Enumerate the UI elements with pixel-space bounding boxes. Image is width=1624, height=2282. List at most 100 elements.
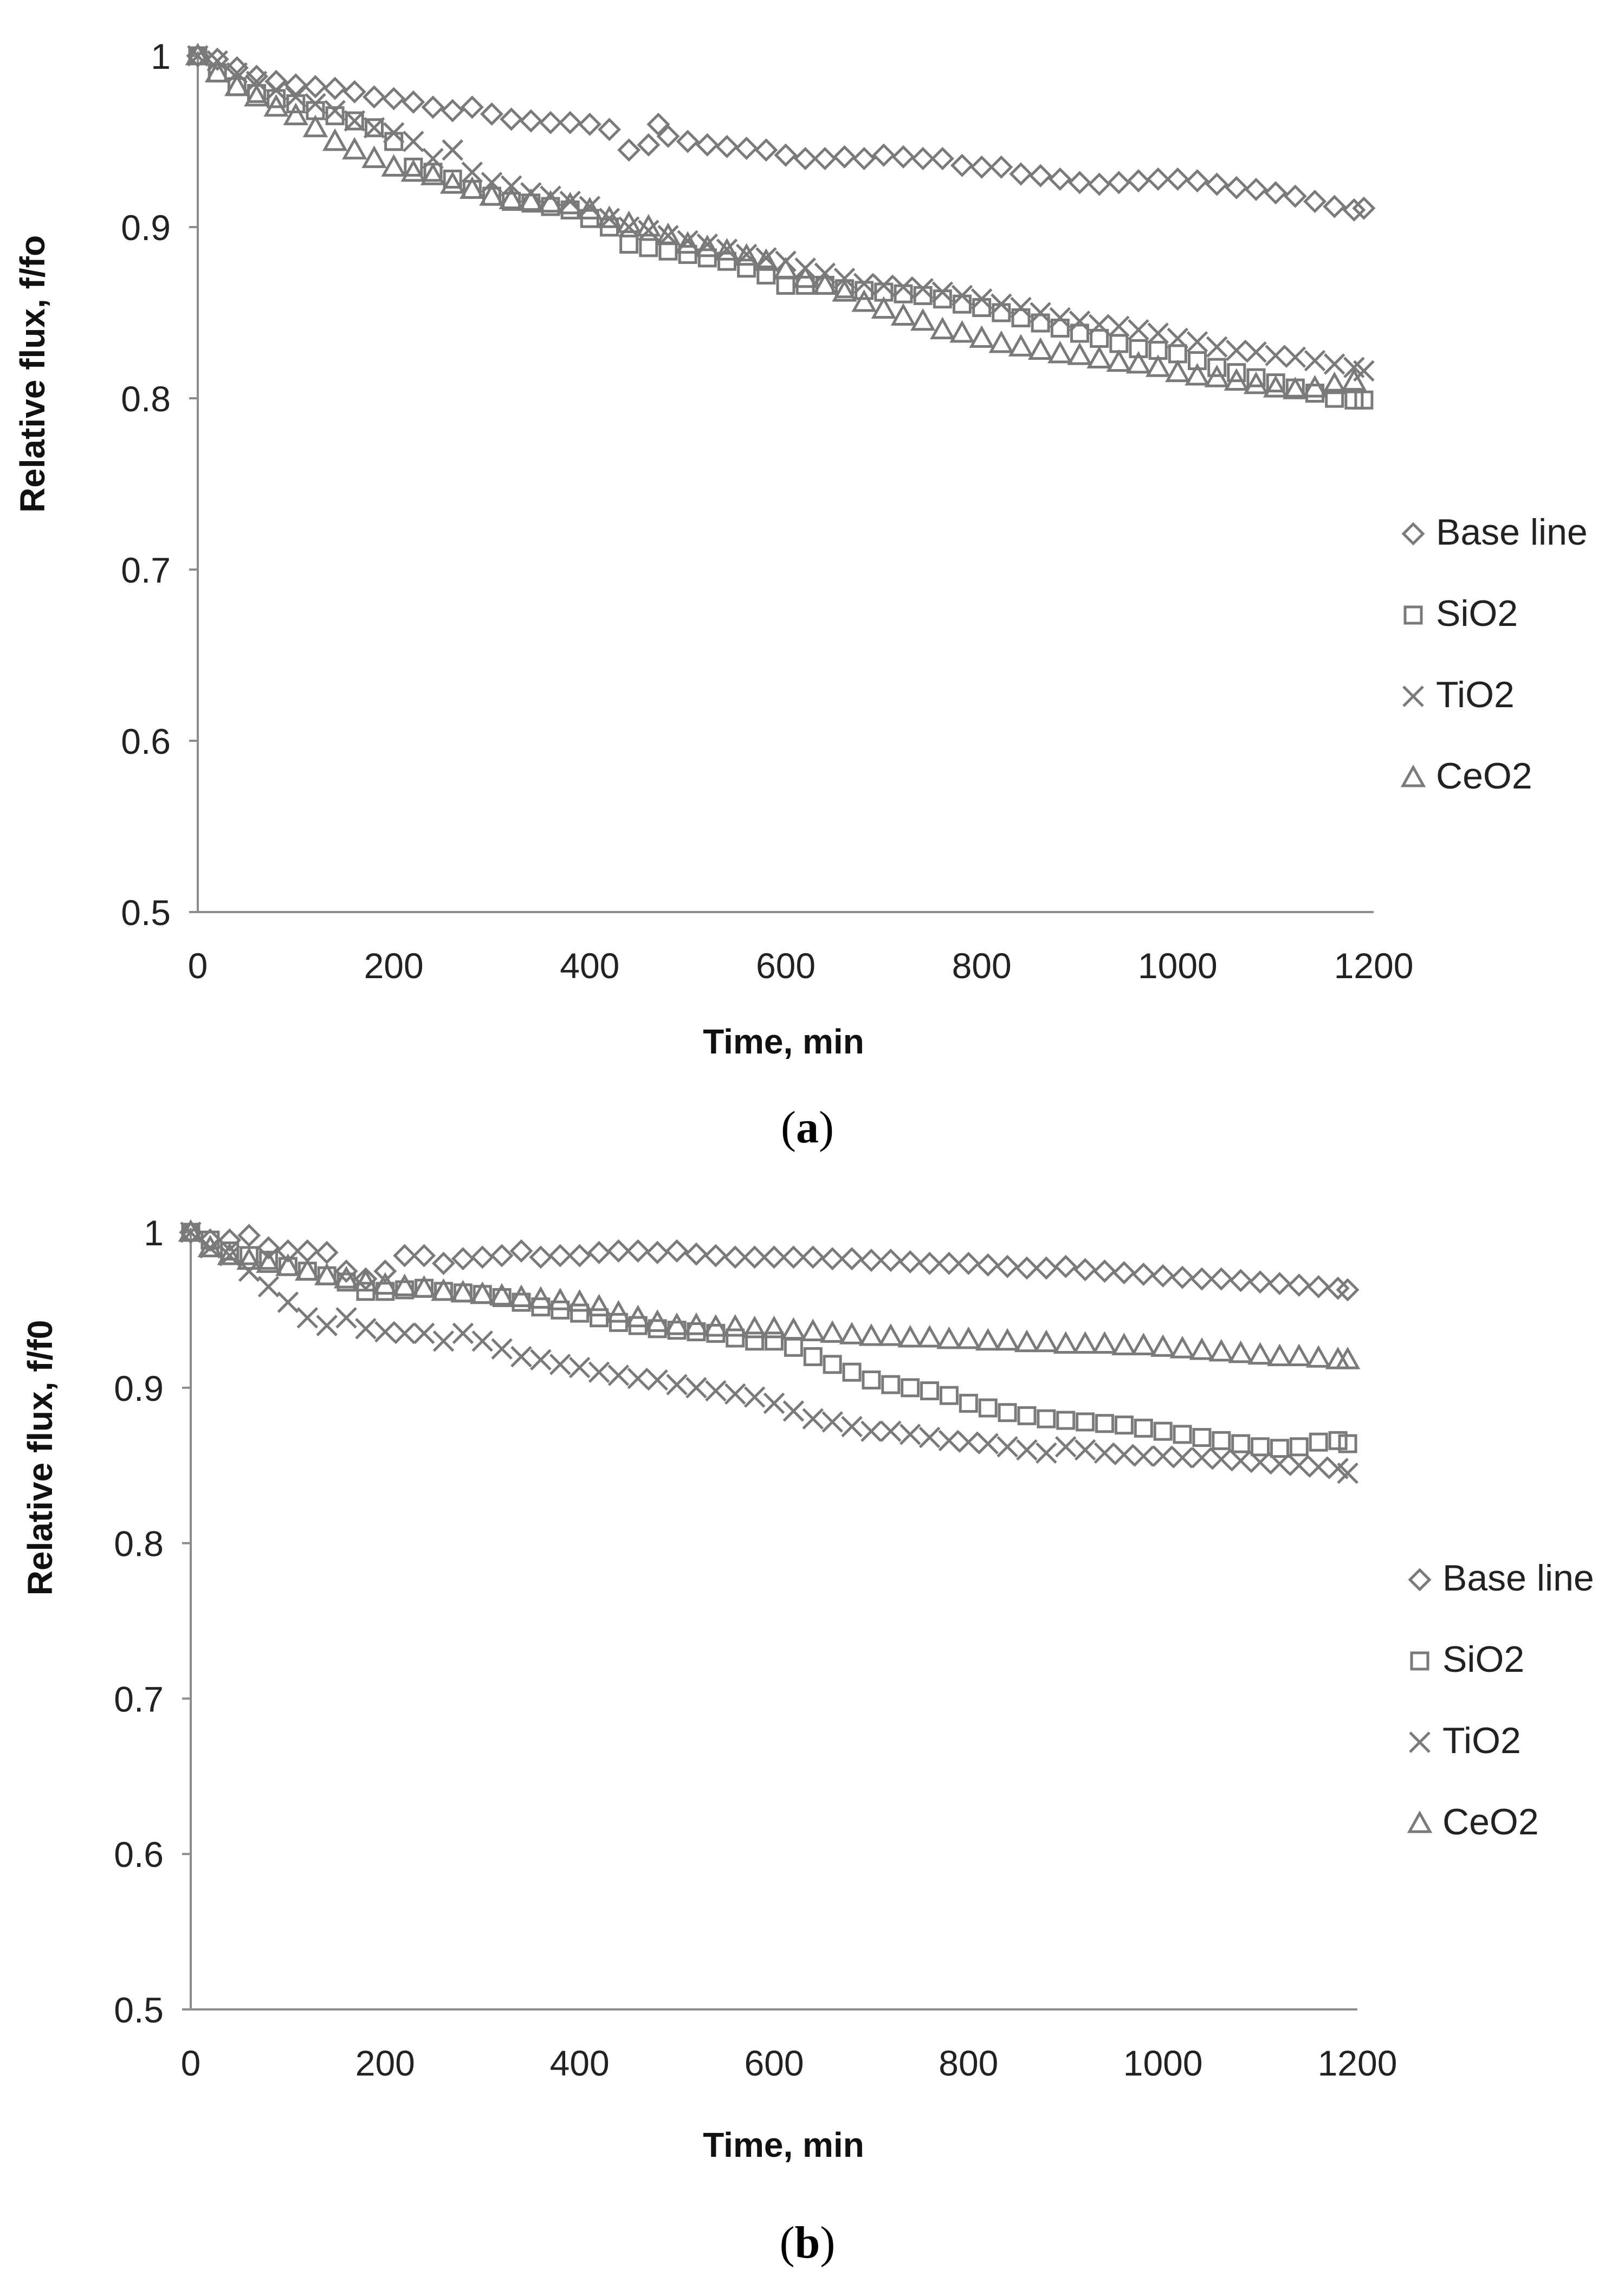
data-point: [590, 1362, 609, 1382]
x-tick-label: 400: [560, 946, 619, 986]
data-point: [1250, 1345, 1271, 1363]
data-point: [958, 1329, 979, 1348]
data-point: [259, 1277, 279, 1296]
data-point: [1289, 1456, 1309, 1475]
data-point: [512, 1347, 531, 1366]
data-point: [1097, 1415, 1113, 1432]
data-point: [835, 269, 855, 288]
data-point: [939, 1431, 959, 1450]
data-point: [1231, 1343, 1251, 1362]
data-point: [386, 133, 402, 150]
data-point: [697, 135, 717, 154]
data-point: [1285, 186, 1305, 206]
data-point: [384, 157, 404, 175]
y-tick-label: 0.8: [114, 1524, 164, 1564]
data-point: [619, 140, 639, 160]
data-point: [795, 149, 815, 169]
data-point: [1213, 1432, 1230, 1449]
data-point: [1070, 173, 1090, 192]
x-axis-title-a: Time, min: [703, 1022, 864, 1061]
legend-marker: [1410, 1570, 1429, 1589]
data-point: [667, 1375, 687, 1394]
data-point: [901, 1252, 920, 1271]
series-sio2: [183, 1224, 1356, 1457]
data-point: [1153, 1337, 1173, 1355]
data-point: [640, 240, 657, 256]
data-point: [1017, 1258, 1037, 1278]
data-point: [325, 131, 345, 150]
data-point: [900, 1328, 921, 1346]
data-point: [570, 1292, 590, 1310]
data-point: [881, 1421, 901, 1441]
data-point: [591, 1310, 607, 1326]
data-point: [680, 247, 696, 263]
data-point: [823, 1249, 842, 1269]
data-point: [1192, 1448, 1212, 1468]
data-point: [1168, 170, 1187, 189]
data-point: [356, 1319, 376, 1339]
data-point: [823, 1412, 842, 1432]
data-point: [550, 1290, 571, 1309]
data-point: [913, 311, 933, 329]
data-point: [939, 1253, 959, 1273]
data-point: [1109, 173, 1129, 192]
data-point: [364, 148, 385, 167]
x-tick-label: 400: [550, 2043, 610, 2083]
data-point: [842, 1417, 862, 1437]
data-point: [1037, 1258, 1056, 1278]
x-tick-label: 800: [952, 946, 1012, 986]
data-point: [997, 1331, 1018, 1349]
data-point: [1207, 174, 1227, 194]
data-point: [717, 137, 737, 156]
data-point: [998, 1437, 1017, 1457]
data-point: [1114, 1263, 1134, 1283]
y-tick-label: 0.6: [121, 721, 171, 761]
x-tick-label: 0: [188, 946, 208, 986]
data-point: [1291, 1439, 1307, 1455]
y-tick-label: 0.7: [121, 550, 171, 590]
data-point: [423, 98, 443, 117]
legend-label: TiO2: [1442, 1720, 1521, 1761]
data-point: [677, 234, 698, 253]
data-point: [648, 1370, 667, 1389]
data-point: [1246, 342, 1266, 362]
y-axis-title-a: Relative flux, f/fo: [13, 235, 52, 513]
data-point: [1070, 345, 1090, 364]
data-point: [1095, 1334, 1115, 1352]
data-point: [747, 1333, 763, 1349]
data-point: [863, 1372, 879, 1388]
data-point: [1056, 1437, 1076, 1457]
data-point: [345, 82, 364, 101]
data-point: [639, 135, 658, 154]
x-tick-label: 600: [744, 2043, 804, 2083]
data-point: [776, 145, 795, 165]
data-point: [1095, 1443, 1115, 1463]
data-point: [1212, 1269, 1231, 1289]
data-point: [462, 98, 482, 117]
data-point: [531, 1350, 551, 1369]
data-point: [1011, 337, 1031, 355]
data-point: [1155, 1423, 1171, 1439]
data-point: [978, 1434, 998, 1453]
data-point: [1116, 1417, 1132, 1433]
data-point: [337, 1308, 356, 1328]
data-point: [954, 296, 970, 312]
data-point: [1077, 1414, 1094, 1430]
data-point: [240, 1226, 259, 1245]
data-point: [862, 1251, 881, 1270]
data-point: [1269, 1346, 1290, 1365]
data-point: [785, 1339, 801, 1355]
data-point: [745, 1387, 765, 1407]
data-point: [1174, 1426, 1190, 1443]
data-point: [883, 1376, 899, 1393]
data-point: [570, 1246, 590, 1265]
data-point: [874, 299, 894, 318]
data-point: [1285, 347, 1305, 367]
data-point: [1207, 337, 1227, 357]
data-point: [803, 1247, 823, 1267]
data-point: [745, 1247, 765, 1267]
data-point: [939, 1329, 959, 1348]
axes-a: 0.5 0.6 0.7 0.8 0.9 1 0 200 400 600 800 1000 1200: [121, 36, 1413, 986]
data-point: [1031, 166, 1050, 185]
data-point: [1134, 1446, 1153, 1466]
